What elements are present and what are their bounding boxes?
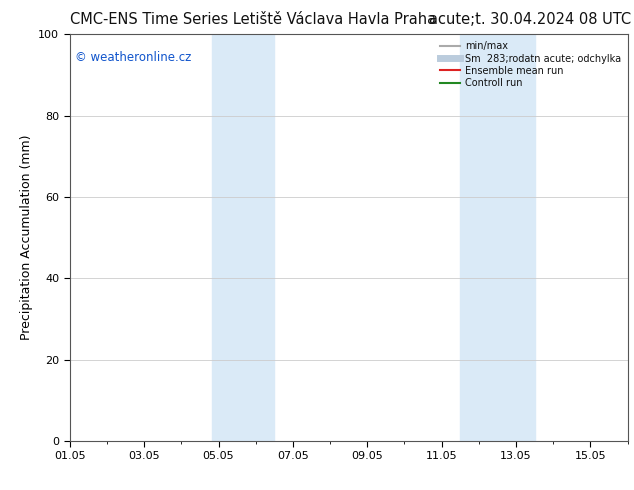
Bar xyxy=(212,34,275,441)
Text: © weatheronline.cz: © weatheronline.cz xyxy=(75,50,191,64)
Text: CMC-ENS Time Series Letiště Václava Havla Praha: CMC-ENS Time Series Letiště Václava Havl… xyxy=(70,12,436,27)
Y-axis label: Precipitation Accumulation (mm): Precipitation Accumulation (mm) xyxy=(20,135,33,341)
Legend: min/max, Sm  283;rodatn acute; odchylka, Ensemble mean run, Controll run: min/max, Sm 283;rodatn acute; odchylka, … xyxy=(439,39,623,90)
Bar xyxy=(460,34,534,441)
Text: acute;t. 30.04.2024 08 UTC: acute;t. 30.04.2024 08 UTC xyxy=(429,12,631,27)
